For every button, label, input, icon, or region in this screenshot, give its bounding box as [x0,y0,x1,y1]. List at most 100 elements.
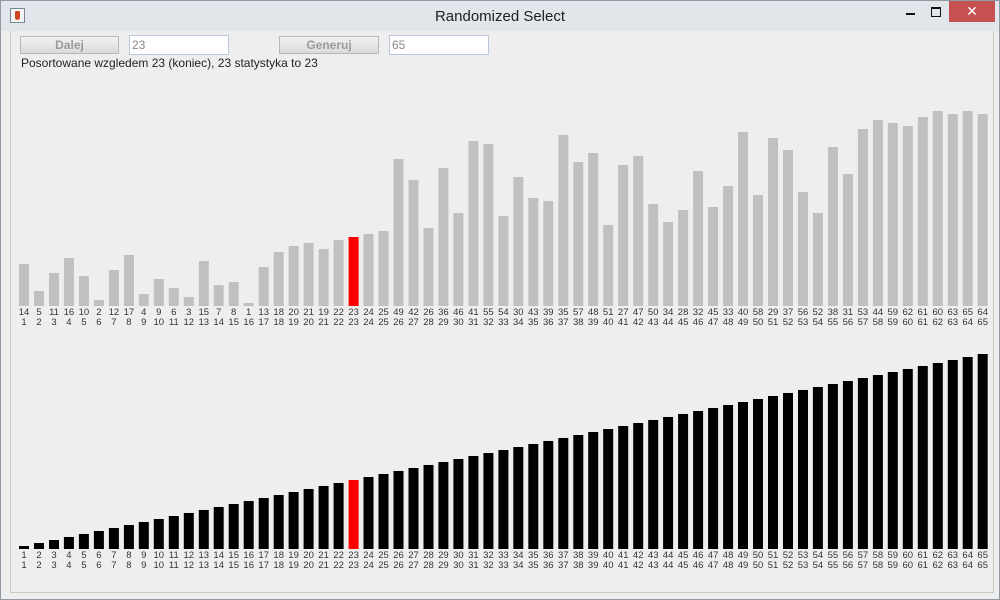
bar [932,363,943,549]
value-label: 9 [156,307,161,318]
value-label: 7 [111,550,116,561]
bar [273,495,284,549]
index-label: 42 [633,317,644,328]
bar [423,228,434,306]
index-label: 17 [258,317,269,328]
value-label: 51 [768,550,779,561]
index-label: 31 [468,560,479,571]
index-label: 63 [948,560,959,571]
bar [872,375,883,549]
generate-size-field[interactable]: 65 [389,35,489,55]
value-label: 12 [109,307,120,318]
index-label: 40 [603,560,614,571]
value-label: 43 [528,307,539,318]
value-label: 2 [96,307,101,318]
index-label: 64 [962,317,973,328]
value-label: 50 [648,307,659,318]
bar [872,120,883,306]
value-label: 34 [663,307,674,318]
bar [842,174,853,306]
value-label: 65 [977,550,988,561]
bar [603,429,614,549]
close-button[interactable]: ✕ [949,1,995,22]
value-label: 62 [933,550,944,561]
bar [108,270,119,306]
index-label: 21 [318,317,329,328]
index-label: 18 [273,317,284,328]
bar [573,435,584,549]
index-label: 8 [126,317,131,328]
index-label: 20 [303,317,314,328]
index-label: 53 [798,317,809,328]
index-label: 13 [199,560,210,571]
bar [693,411,704,549]
bar [663,222,674,306]
value-label: 7 [216,307,221,318]
value-label: 58 [873,550,884,561]
value-label: 9 [141,550,146,561]
index-label: 58 [873,560,884,571]
value-label: 30 [513,307,524,318]
value-label: 47 [708,550,719,561]
value-label: 65 [962,307,973,318]
value-label: 32 [483,550,494,561]
bar [768,138,778,306]
index-label: 42 [633,560,644,571]
value-label: 2 [36,550,41,561]
bar [618,426,629,549]
bar [378,474,389,549]
index-label: 59 [888,560,899,571]
value-label: 11 [169,550,179,561]
generate-button[interactable]: Generuj [279,36,379,54]
index-label: 7 [111,317,116,328]
bar [962,357,973,549]
bar [753,195,763,306]
maximize-button[interactable] [923,1,949,22]
index-label: 38 [573,317,584,328]
index-label: 62 [933,560,944,571]
bar [827,147,838,306]
index-label: 51 [768,560,779,571]
index-label: 34 [513,317,524,328]
value-label: 49 [738,550,749,561]
index-label: 37 [558,560,569,571]
bar [857,129,868,306]
next-value-field[interactable]: 23 [129,35,229,55]
index-label: 55 [828,560,839,571]
value-label: 52 [783,550,794,561]
bar [273,252,284,306]
java-cup-icon[interactable] [10,8,25,23]
index-label: 39 [588,317,599,328]
index-label: 34 [513,560,524,571]
index-label: 26 [393,560,404,571]
bar [318,249,329,306]
value-label: 15 [199,307,210,318]
index-label: 30 [453,317,464,328]
next-button[interactable]: Dalej [20,36,119,54]
bar [798,390,808,549]
value-label: 24 [363,307,374,318]
value-label: 62 [903,307,914,318]
value-label: 36 [543,550,554,561]
index-label: 6 [96,317,101,328]
index-label: 56 [843,317,854,328]
value-label: 34 [513,550,524,561]
bar [363,477,374,549]
bar [798,192,808,306]
minimize-button[interactable] [897,1,923,22]
title-bar[interactable]: Randomized Select ✕ [1,1,999,31]
value-label: 54 [813,550,824,561]
index-label: 43 [648,560,659,571]
bar [453,213,464,306]
value-label: 60 [903,550,914,561]
index-label: 36 [543,317,554,328]
index-label: 65 [977,560,988,571]
bar [108,528,119,549]
value-label: 22 [333,307,344,318]
index-label: 61 [918,317,929,328]
index-label: 32 [483,560,494,571]
index-label: 41 [618,317,629,328]
bar [947,360,958,549]
value-label: 20 [288,307,299,318]
